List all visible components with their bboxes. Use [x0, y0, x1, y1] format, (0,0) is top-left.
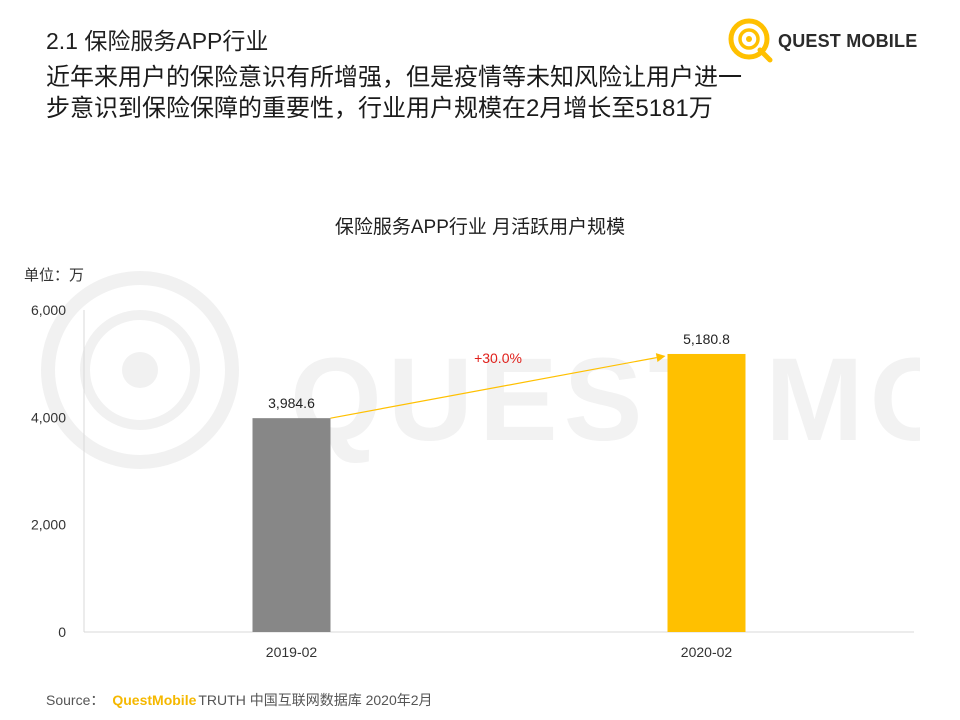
bar	[667, 353, 746, 632]
bar-value-label: 5,180.8	[683, 331, 730, 347]
quest-mobile-logo-icon	[728, 18, 773, 63]
logo: QUEST MOBILE	[726, 16, 926, 66]
y-tick-label: 0	[58, 624, 66, 640]
source-brand: QuestMobile	[112, 692, 197, 708]
x-tick-label: 2019-02	[266, 644, 318, 660]
growth-arrow-line	[330, 357, 657, 419]
y-tick-label: 4,000	[31, 409, 66, 425]
y-tick-label: 2,000	[31, 517, 66, 533]
section-title: 2.1 保险服务APP行业	[46, 28, 269, 54]
source-line: Source： QuestMobile TRUTH 中国互联网数据库 2020年2月	[46, 690, 433, 710]
chart-title: 保险服务APP行业 月活跃用户规模	[334, 217, 626, 238]
headline: 近年来用户的保险意识有所增强，但是疫情等未知风险让用户进一步意识到保险保障的重要…	[46, 64, 742, 122]
y-tick-label: 6,000	[31, 302, 66, 318]
unit-label: 单位：万	[24, 267, 85, 284]
bar	[252, 418, 331, 632]
logo-text: QUEST MOBILE	[778, 31, 918, 51]
source-label: Source：	[46, 692, 105, 708]
growth-arrow-head	[655, 353, 666, 363]
x-tick-label: 2020-02	[681, 644, 733, 660]
growth-label: +30.0%	[474, 350, 522, 366]
bar-value-label: 3,984.6	[268, 395, 315, 411]
source-detail: TRUTH 中国互联网数据库 2020年2月	[198, 692, 433, 708]
